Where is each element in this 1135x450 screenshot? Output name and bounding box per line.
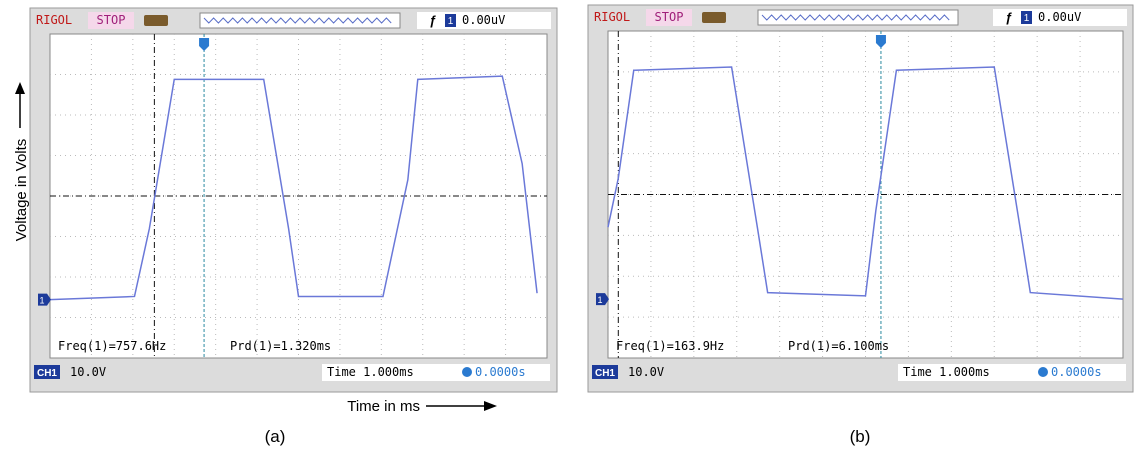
x-arrow [426,401,497,411]
battery-icon [702,12,726,23]
x-axis-label: Time in ms [347,398,420,415]
caption: (b) [850,427,871,446]
period: Prd(1)=1.320ms [230,339,331,353]
caption: (a) [265,427,286,446]
trigger-source: 1 [448,16,454,27]
timebase: Time 1.000ms [903,365,990,379]
brand: RIGOL [36,13,72,27]
trigger-level: 0.00uV [462,13,505,27]
offset: 0.0000s [1051,365,1102,379]
offset-icon [1038,367,1048,377]
channel: CH1 [37,368,57,379]
y-arrow [15,82,25,128]
trigger-level: 0.00uV [1038,10,1081,24]
volts-per-div: 10.0V [70,365,106,379]
y-axis-label: Voltage in Volts [13,139,30,242]
volts-per-div: 10.0V [628,365,664,379]
timebase: Time 1.000ms [327,365,414,379]
figure: Voltage in Volts Time in ms RIGOLSTOPƒ10… [0,0,1135,450]
edge-icon: ƒ [1005,10,1012,25]
offset: 0.0000s [475,365,526,379]
channel-marker: 1 [39,296,44,306]
edge-icon: ƒ [429,13,436,28]
channel: CH1 [595,368,615,379]
battery-icon [144,15,168,26]
status: STOP [97,13,126,27]
channel-marker: 1 [597,295,602,305]
scope-panel: RIGOL STOP ƒ 1 0.00uV 1 Freq(1)=757.6Hz Prd(1)=… [30,8,557,446]
trigger-source: 1 [1024,13,1030,24]
period: Prd(1)=6.100ms [788,339,889,353]
scope-panel: RIGOL STOP ƒ 1 0.00uV 1 Freq(1)=163.9Hz Prd(1)=… [588,5,1133,446]
brand: RIGOL [594,10,630,24]
frequency: Freq(1)=757.6Hz [58,339,166,353]
screen [608,31,1123,358]
offset-icon [462,367,472,377]
status: STOP [655,10,684,24]
frequency: Freq(1)=163.9Hz [616,339,724,353]
